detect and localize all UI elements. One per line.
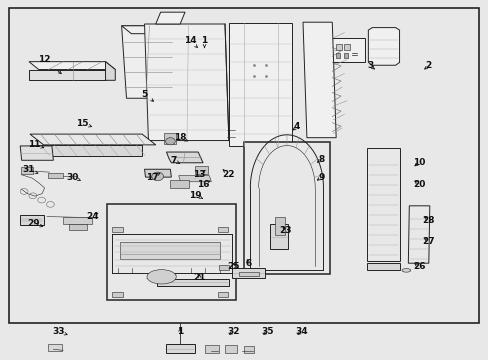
- Text: 30: 30: [66, 173, 79, 182]
- Bar: [9, 8, 478, 323]
- Polygon shape: [30, 145, 142, 156]
- Text: 27: 27: [422, 237, 434, 246]
- Bar: [243, 346, 254, 353]
- Text: 23: 23: [279, 226, 292, 235]
- Text: 1: 1: [177, 327, 183, 336]
- Text: 12: 12: [38, 55, 51, 64]
- Polygon shape: [144, 24, 228, 140]
- Bar: [269, 225, 288, 249]
- Text: 14: 14: [183, 36, 196, 45]
- Bar: [170, 180, 188, 188]
- Bar: [120, 242, 220, 259]
- Polygon shape: [166, 152, 203, 163]
- Bar: [243, 142, 330, 274]
- Polygon shape: [29, 62, 115, 69]
- Text: 8: 8: [318, 155, 324, 164]
- Text: 4: 4: [293, 122, 300, 131]
- Bar: [344, 53, 347, 58]
- Text: 24: 24: [86, 212, 99, 221]
- Polygon shape: [178, 176, 211, 182]
- Text: 21: 21: [193, 273, 205, 282]
- Ellipse shape: [401, 269, 410, 272]
- Bar: [163, 134, 176, 144]
- Polygon shape: [20, 146, 53, 160]
- Bar: [232, 267, 265, 278]
- Text: 15: 15: [76, 119, 89, 128]
- Text: 19: 19: [189, 190, 202, 199]
- Bar: [335, 44, 341, 50]
- Text: 32: 32: [227, 327, 240, 336]
- Bar: [48, 173, 63, 178]
- Bar: [107, 204, 236, 300]
- Text: 22: 22: [222, 170, 235, 179]
- Text: 10: 10: [412, 158, 425, 167]
- Bar: [217, 227, 228, 232]
- Polygon shape: [156, 12, 184, 24]
- Bar: [21, 167, 33, 174]
- Circle shape: [165, 138, 175, 145]
- Text: 33: 33: [52, 327, 64, 336]
- Bar: [194, 166, 208, 174]
- Polygon shape: [122, 26, 180, 34]
- Text: 18: 18: [174, 133, 186, 142]
- Text: 3: 3: [366, 62, 373, 71]
- Polygon shape: [367, 28, 399, 65]
- Polygon shape: [366, 263, 399, 270]
- Bar: [335, 53, 339, 58]
- Polygon shape: [366, 148, 399, 261]
- Polygon shape: [228, 23, 292, 146]
- Bar: [344, 44, 349, 50]
- Bar: [217, 292, 228, 297]
- Bar: [219, 265, 228, 270]
- Bar: [331, 38, 365, 62]
- Text: 13: 13: [193, 170, 205, 179]
- Bar: [48, 343, 62, 351]
- Text: 25: 25: [227, 262, 240, 271]
- Polygon shape: [303, 22, 335, 138]
- Text: 17: 17: [145, 173, 158, 182]
- Bar: [112, 292, 122, 297]
- Text: 29: 29: [27, 219, 40, 228]
- Text: 31: 31: [22, 166, 35, 175]
- Polygon shape: [170, 26, 180, 102]
- Text: 7: 7: [170, 156, 177, 165]
- Text: 5: 5: [141, 90, 147, 99]
- Bar: [224, 345, 237, 353]
- Text: 26: 26: [412, 262, 425, 271]
- Bar: [165, 344, 194, 353]
- Text: 6: 6: [245, 259, 251, 268]
- Text: 9: 9: [318, 173, 324, 182]
- Text: 35: 35: [261, 327, 274, 336]
- Polygon shape: [407, 206, 429, 263]
- Bar: [20, 215, 43, 225]
- Bar: [112, 227, 122, 232]
- Circle shape: [152, 172, 163, 181]
- Polygon shape: [29, 69, 105, 80]
- Polygon shape: [30, 134, 156, 145]
- Polygon shape: [122, 26, 175, 98]
- Text: 34: 34: [295, 327, 308, 336]
- Text: 20: 20: [412, 180, 425, 189]
- Polygon shape: [144, 169, 171, 177]
- Bar: [69, 224, 87, 230]
- Bar: [274, 217, 285, 234]
- Text: 28: 28: [422, 216, 434, 225]
- Bar: [238, 272, 259, 276]
- Bar: [157, 279, 228, 286]
- Polygon shape: [105, 62, 115, 80]
- Bar: [205, 345, 219, 353]
- Text: 2: 2: [425, 62, 431, 71]
- Ellipse shape: [147, 270, 176, 284]
- Text: 11: 11: [27, 140, 40, 149]
- Text: 1: 1: [201, 36, 207, 45]
- Text: 16: 16: [196, 180, 209, 189]
- Bar: [63, 217, 92, 224]
